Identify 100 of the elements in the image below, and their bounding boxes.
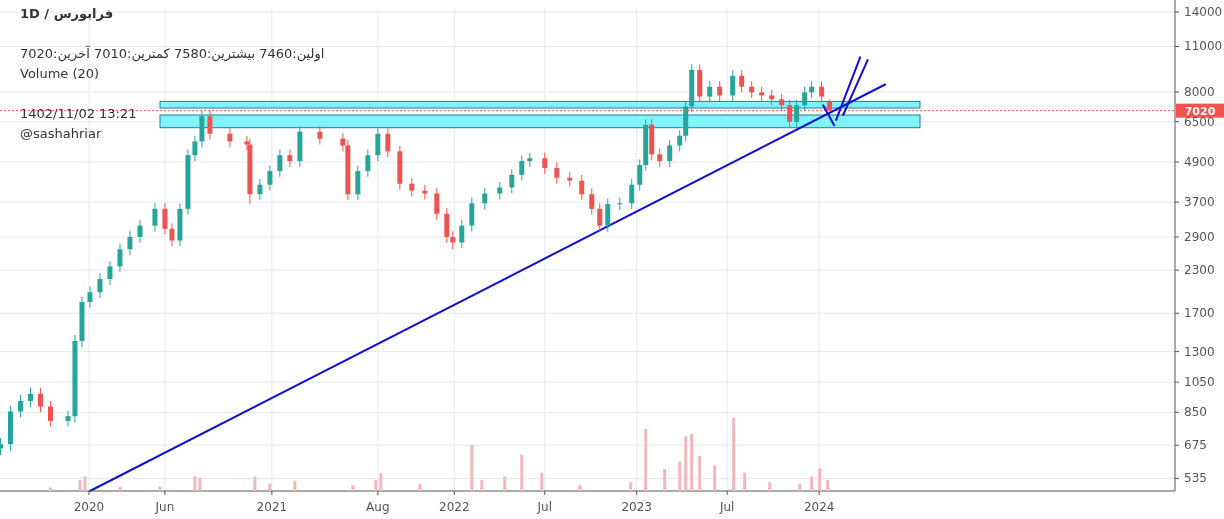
bar xyxy=(826,480,830,491)
bar xyxy=(768,482,772,491)
candlestick xyxy=(287,148,293,168)
x-tick-label: 2020 xyxy=(73,500,105,514)
bar xyxy=(118,486,122,491)
chart-title: Volume (20) xyxy=(20,66,100,81)
candlestick xyxy=(117,243,123,273)
annotation: 1402/11/02 13:21 xyxy=(20,106,137,121)
annotation: @sashahriar xyxy=(20,126,102,141)
candlestick xyxy=(819,80,825,103)
bar xyxy=(684,436,688,491)
candlestick xyxy=(469,197,475,233)
candlestick xyxy=(589,188,595,216)
candlestick xyxy=(365,148,371,178)
candlestick xyxy=(355,165,361,201)
x-tick-label: Jul xyxy=(718,500,735,514)
bar xyxy=(193,476,197,491)
bar xyxy=(268,483,272,491)
candlestick xyxy=(482,187,488,210)
candlestick xyxy=(597,202,603,233)
candlestick xyxy=(707,80,713,103)
bar xyxy=(732,418,736,491)
candlestick xyxy=(667,139,673,168)
bar xyxy=(293,480,297,491)
x-tick-label: 2022 xyxy=(439,500,470,514)
bar xyxy=(253,476,257,491)
y-tick-label: 1700 xyxy=(1184,306,1215,321)
candlestick xyxy=(385,127,391,158)
x-tick-label: Jul xyxy=(536,500,553,514)
bar xyxy=(374,480,378,491)
candlestick xyxy=(277,148,283,178)
candlestick xyxy=(27,387,33,408)
candlestick xyxy=(169,222,175,247)
bar xyxy=(798,483,802,491)
bar xyxy=(810,476,814,491)
bar xyxy=(379,472,383,491)
bar xyxy=(503,476,507,491)
bar xyxy=(418,483,422,491)
candlestick xyxy=(192,135,198,162)
candlestick xyxy=(37,387,43,413)
x-tick-label: 2021 xyxy=(256,500,288,514)
candlestick xyxy=(444,207,450,244)
candlestick xyxy=(97,272,103,299)
y-tick-label: 8000 xyxy=(1184,84,1215,99)
y-tick-label: 4900 xyxy=(1184,155,1215,170)
candlestick xyxy=(87,286,93,308)
bar xyxy=(198,477,202,491)
bar xyxy=(158,486,162,491)
bar xyxy=(629,482,633,491)
candlestick xyxy=(739,69,745,94)
candlestick xyxy=(257,178,263,201)
y-tick-label: 11000 xyxy=(1184,39,1223,54)
bar xyxy=(663,469,667,491)
y-tick-label: 14000 xyxy=(1184,5,1223,20)
candlestick xyxy=(617,197,623,211)
bar xyxy=(83,476,87,491)
candlestick xyxy=(375,127,381,162)
y-tick-label: 2900 xyxy=(1184,229,1215,244)
candlestick xyxy=(794,99,800,129)
text: اولین:7460 بیشترین:7580 کمترین:7010 آخرین:7020 xyxy=(20,46,325,61)
bar xyxy=(678,461,682,491)
bar xyxy=(713,465,717,491)
x-tick-label: Aug xyxy=(366,500,390,514)
bar xyxy=(351,485,355,491)
candlestick xyxy=(317,125,323,145)
candlestick xyxy=(717,80,723,102)
candlestick xyxy=(47,400,53,427)
x-tick-label: 2023 xyxy=(621,500,652,514)
bar xyxy=(644,428,648,491)
candlestick xyxy=(519,154,525,182)
candlestick xyxy=(162,202,168,236)
candlestick xyxy=(17,394,23,418)
bar xyxy=(520,454,524,491)
candlestick xyxy=(730,69,736,102)
candlestick xyxy=(677,129,683,152)
y-tick-label: 675 xyxy=(1184,438,1207,453)
y-tick-label: 3700 xyxy=(1184,195,1215,210)
x-tick-label: 2024 xyxy=(803,500,835,514)
candlestick xyxy=(637,158,643,192)
bar xyxy=(743,472,747,491)
candlestick xyxy=(227,127,233,148)
candlestick xyxy=(509,168,515,194)
candlestick xyxy=(127,230,133,256)
candlestick xyxy=(579,174,585,201)
bar xyxy=(480,480,484,491)
candlestick xyxy=(554,161,560,185)
candlestick xyxy=(542,152,548,175)
y-tick-label: 2300 xyxy=(1184,263,1215,278)
bar xyxy=(818,468,822,491)
candlestick xyxy=(107,260,113,286)
candlestick xyxy=(629,178,635,210)
candlestick xyxy=(65,410,71,427)
candlestick xyxy=(802,86,808,112)
candlestick xyxy=(409,177,415,197)
bar xyxy=(698,455,702,491)
candlestick xyxy=(267,165,273,192)
x-tick-label: Jun xyxy=(154,500,175,514)
candlestick xyxy=(605,197,611,233)
y-tick-label: 1050 xyxy=(1184,375,1215,390)
y-tick-label: 1300 xyxy=(1184,344,1215,359)
